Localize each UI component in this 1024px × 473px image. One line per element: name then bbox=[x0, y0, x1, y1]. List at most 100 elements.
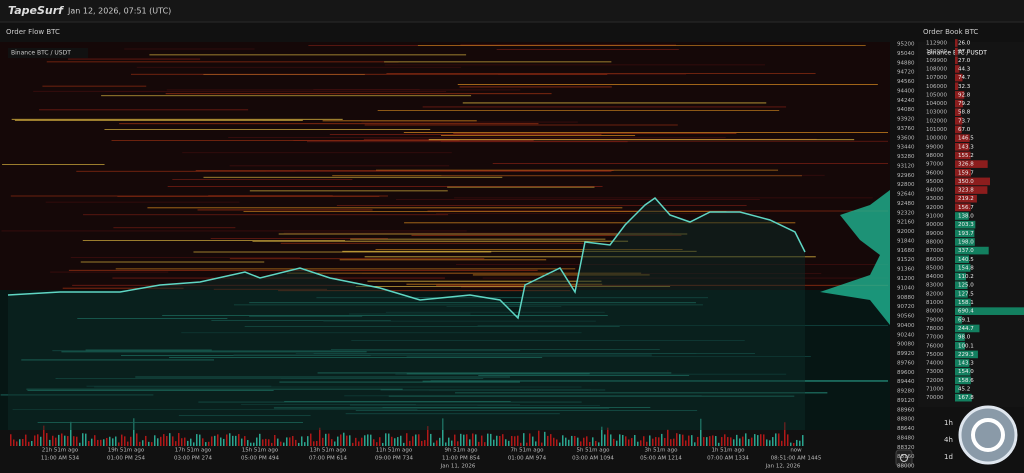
book-size: 155.2 bbox=[958, 153, 974, 159]
volume-bar bbox=[559, 442, 561, 446]
book-size: 44.3 bbox=[958, 66, 971, 72]
book-bar bbox=[955, 117, 963, 125]
book-size: 167.8 bbox=[958, 395, 974, 401]
timeframe-button[interactable]: 1h bbox=[944, 419, 953, 427]
time-label: 09:00 PM 734 bbox=[375, 456, 413, 462]
volume-bar bbox=[457, 441, 459, 446]
volume-bar bbox=[85, 433, 87, 446]
volume-bar bbox=[793, 442, 795, 446]
volume-bar bbox=[334, 441, 336, 446]
volume-bar bbox=[178, 433, 180, 446]
book-price: 89000 bbox=[926, 231, 944, 237]
volume-bar bbox=[463, 434, 465, 446]
volume-bar bbox=[100, 439, 102, 446]
volume-bar bbox=[625, 436, 627, 446]
volume-bar bbox=[76, 436, 78, 446]
price-label: 94560 bbox=[897, 79, 915, 85]
book-size: 198.0 bbox=[958, 239, 974, 245]
volume-bar bbox=[424, 440, 426, 446]
book-bar bbox=[955, 186, 988, 194]
refresh-button[interactable] bbox=[895, 449, 913, 467]
time-label: 05:00 AM 1214 bbox=[640, 456, 682, 462]
volume-bar bbox=[640, 440, 642, 446]
volume-bar bbox=[517, 435, 519, 446]
volume-bar bbox=[328, 433, 330, 446]
book-bar bbox=[955, 341, 966, 350]
volume-bar bbox=[127, 441, 129, 446]
book-size: 326.8 bbox=[958, 162, 974, 168]
volume-bar bbox=[130, 436, 132, 446]
volume-bar bbox=[400, 435, 402, 446]
volume-bar bbox=[784, 422, 786, 446]
volume-bar bbox=[529, 433, 531, 446]
volume-bar bbox=[235, 435, 237, 446]
book-size: 244.7 bbox=[958, 326, 974, 332]
volume-bar bbox=[304, 442, 306, 446]
volume-bar bbox=[289, 437, 291, 446]
book-price: 110900 bbox=[926, 49, 947, 55]
volume-bar bbox=[643, 436, 645, 446]
price-label: 90400 bbox=[897, 323, 915, 329]
volume-bar bbox=[532, 436, 534, 446]
book-bar bbox=[955, 281, 968, 290]
volume-bar bbox=[31, 441, 33, 446]
volume-bar bbox=[757, 435, 759, 446]
time-label: 07:00 PM 614 bbox=[309, 456, 347, 462]
price-label: 91040 bbox=[897, 285, 915, 291]
volume-bar bbox=[514, 436, 516, 446]
volume-bar bbox=[442, 418, 444, 446]
volume-bar bbox=[661, 433, 663, 446]
volume-bar bbox=[721, 437, 723, 446]
price-label: 92000 bbox=[897, 229, 915, 235]
volume-bar bbox=[706, 437, 708, 446]
price-label: 95040 bbox=[897, 51, 915, 57]
volume-bar bbox=[511, 435, 513, 446]
volume-bar bbox=[157, 438, 159, 446]
volume-bar bbox=[391, 436, 393, 446]
book-size: 156.7 bbox=[958, 205, 974, 211]
top-bar bbox=[0, 0, 1024, 22]
volume-bar bbox=[406, 433, 408, 446]
volume-bar bbox=[316, 440, 318, 446]
timeframe-button[interactable]: 1d bbox=[944, 453, 953, 461]
price-label: 94880 bbox=[897, 60, 915, 66]
volume-bar bbox=[370, 434, 372, 446]
volume-bar bbox=[412, 436, 414, 446]
volume-bar bbox=[199, 434, 201, 446]
time-ago: 19h 51m ago bbox=[108, 448, 145, 454]
book-price: 83000 bbox=[926, 283, 944, 289]
price-label: 88320 bbox=[897, 445, 915, 451]
volume-bar bbox=[280, 441, 282, 446]
book-size: 159.7 bbox=[958, 170, 974, 176]
volume-bar bbox=[112, 438, 114, 446]
volume-bar bbox=[613, 438, 615, 446]
book-price: 105000 bbox=[926, 92, 947, 98]
volume-bar bbox=[397, 437, 399, 446]
volume-bar bbox=[475, 434, 477, 446]
refresh-icon bbox=[900, 454, 908, 462]
volume-bar bbox=[799, 440, 801, 446]
book-bar bbox=[955, 264, 971, 272]
volume-bar bbox=[565, 437, 567, 446]
volume-bar bbox=[229, 433, 231, 446]
volume-bar bbox=[556, 439, 558, 446]
price-label: 94400 bbox=[897, 88, 915, 94]
price-line bbox=[7, 197, 806, 320]
price-label: 89760 bbox=[897, 360, 915, 366]
volume-bar bbox=[34, 435, 36, 446]
volume-bar bbox=[547, 435, 549, 446]
book-size: 92.8 bbox=[958, 92, 971, 98]
volume-bar bbox=[58, 434, 60, 446]
volume-bar bbox=[562, 435, 564, 446]
price-label: 90240 bbox=[897, 332, 915, 338]
time-ago: 17h 51m ago bbox=[175, 448, 212, 454]
volume-bar bbox=[250, 442, 252, 446]
volume-bar bbox=[322, 437, 324, 446]
time-ago: now bbox=[790, 448, 802, 454]
volume-bar bbox=[577, 437, 579, 446]
timeframe-button[interactable]: 4h bbox=[944, 436, 953, 444]
volume-bar bbox=[505, 439, 507, 446]
volume-bar bbox=[139, 441, 141, 446]
time-label: 01:00 PM 254 bbox=[107, 456, 145, 462]
book-price: 79000 bbox=[926, 317, 944, 323]
